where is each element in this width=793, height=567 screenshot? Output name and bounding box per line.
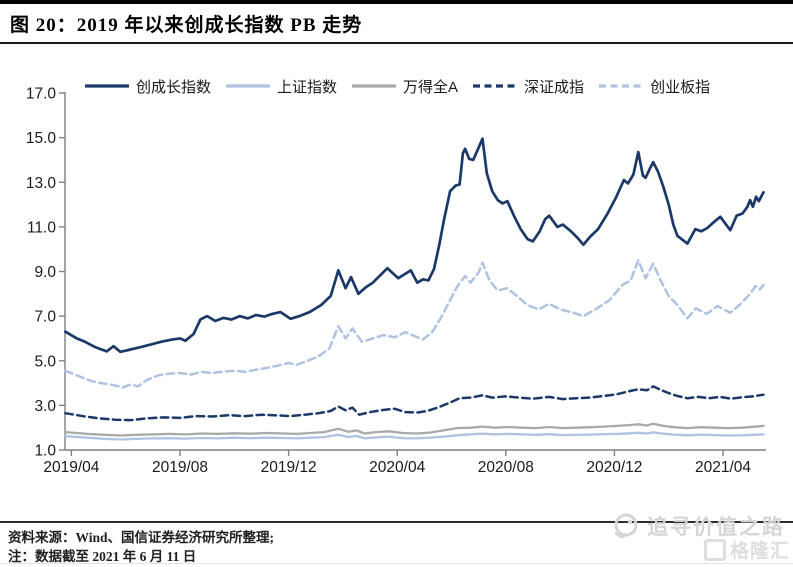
legend-label: 深证成指 (524, 78, 585, 96)
legend-line-sample-dashed-navy (472, 82, 518, 90)
page-bottom-edge (0, 563, 793, 564)
legend-label: 上证指数 (277, 78, 338, 96)
legend-item-chuangchengzhang: 创成长指数 (84, 76, 211, 97)
chart-legend: 创成长指数 上证指数 万得全A 深证成指 创业板指 (84, 76, 710, 97)
x-tick-label: 2019/08 (152, 459, 208, 476)
x-tick-label: 2019/04 (43, 459, 99, 476)
legend-line-sample-solid-gray (351, 82, 397, 90)
bird-logo-icon (614, 513, 638, 539)
y-tick-label: 5.0 (34, 353, 56, 370)
figure-title-bar: 图 20：2019 年以来创成长指数 PB 走势 (0, 0, 793, 44)
y-tick-label: 11.0 (27, 219, 56, 236)
y-tick-label: 9.0 (34, 264, 56, 281)
watermark-text: 追寻价值之路 (647, 516, 785, 539)
legend-line-sample-dashed-lightblue (598, 82, 644, 90)
y-tick-label: 7.0 (34, 309, 56, 326)
legend-label: 万得全A (403, 78, 459, 96)
legend-item-shenzhengchengzhi: 深证成指 (472, 76, 584, 97)
legend-label: 创业板指 (650, 78, 711, 96)
series-line-0 (64, 137, 765, 354)
y-tick-label: 1.0 (34, 443, 56, 460)
legend-label: 创成长指数 (136, 78, 212, 96)
legend-item-shangzheng: 上证指数 (225, 76, 337, 97)
series-line-1 (64, 431, 765, 441)
y-tick-label: 15.0 (26, 130, 57, 147)
gelonghui-logo-icon (704, 538, 726, 561)
legend-line-sample-solid-navy (84, 82, 130, 90)
series-line-2 (64, 422, 765, 437)
gelonghui-watermark: 格隆汇 (704, 536, 790, 563)
legend-line-sample-solid-lightblue (225, 82, 271, 90)
footer-source: 资料来源：Wind、国信证券经济研究所整理; (8, 530, 275, 545)
footer-divider (0, 521, 793, 523)
gelonghui-text: 格隆汇 (730, 541, 791, 562)
footer-note: 注：数据截至 2021 年 6 月 11 日 (8, 549, 197, 564)
legend-item-wandequanA: 万得全A (351, 76, 458, 97)
series-line-4 (64, 259, 765, 389)
y-tick-label: 3.0 (34, 398, 56, 415)
x-tick-label: 2020/04 (369, 459, 425, 476)
y-tick-label: 17.0 (26, 86, 57, 103)
x-tick-label: 2020/08 (478, 459, 534, 476)
y-tick-label: 13.0 (26, 175, 57, 192)
figure-title: 图 20：2019 年以来创成长指数 PB 走势 (10, 14, 363, 36)
x-tick-label: 2021/04 (695, 459, 751, 476)
x-tick-label: 2019/12 (261, 459, 317, 476)
watermark: 追寻价值之路 (612, 511, 785, 541)
legend-item-chuangyebanzhi: 创业板指 (598, 76, 710, 97)
x-tick-label: 2020/12 (586, 459, 642, 476)
series-line-3 (64, 385, 765, 422)
